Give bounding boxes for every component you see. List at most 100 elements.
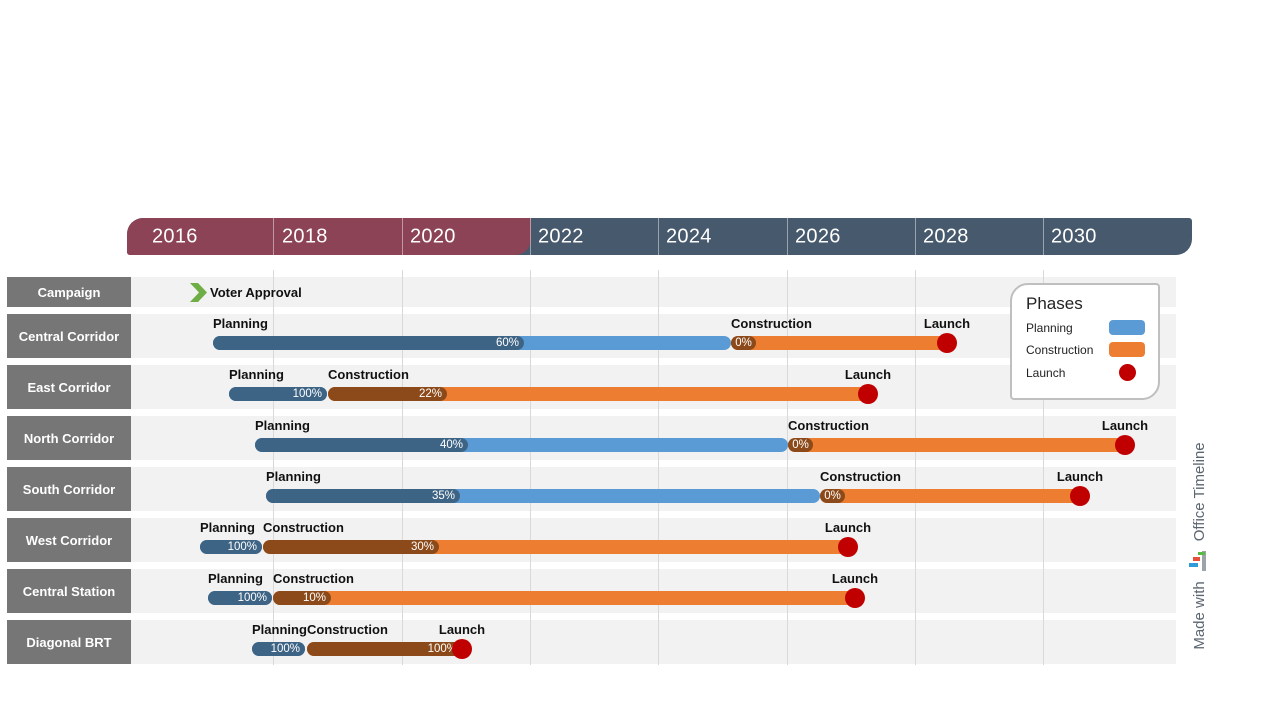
planning-label: Planning <box>208 571 263 586</box>
credit-brand: Office Timeline <box>1190 442 1208 542</box>
launch-label: Launch <box>844 367 892 382</box>
construction-label: Construction <box>820 469 901 484</box>
construction-label: Construction <box>273 571 354 586</box>
launch-marker <box>1070 486 1090 506</box>
construction-progress: 30% <box>263 540 439 554</box>
credit: Made with Office Timeline <box>1186 421 1212 671</box>
planning-percent: 100% <box>227 541 257 553</box>
year-label: 2030 <box>1051 225 1097 247</box>
construction-bar: 10% <box>273 591 855 605</box>
planning-percent: 100% <box>292 388 322 400</box>
planning-progress: 100% <box>252 642 305 656</box>
year-label: 2026 <box>795 225 841 247</box>
year-label: 2020 <box>410 225 456 247</box>
header-tick <box>1043 218 1044 255</box>
planning-bar: 100% <box>229 387 327 401</box>
construction-bar: 100% <box>307 642 462 656</box>
planning-progress: 100% <box>208 591 272 605</box>
planning-progress: 100% <box>200 540 262 554</box>
credit-made-with: Made with <box>1190 581 1208 650</box>
year-label: 2028 <box>923 225 969 247</box>
construction-percent: 0% <box>788 438 813 452</box>
launch-marker <box>838 537 858 557</box>
row-label: Diagonal BRT <box>7 620 131 664</box>
construction-progress: 100% <box>307 642 462 656</box>
construction-label: Construction <box>328 367 409 382</box>
launch-marker <box>452 639 472 659</box>
row-label: Central Station <box>7 569 131 613</box>
planning-bar: 100% <box>208 591 272 605</box>
planning-progress: 60% <box>213 336 524 350</box>
planning-percent: 60% <box>495 337 519 349</box>
legend-item: Construction <box>1012 342 1158 357</box>
construction-bar: 0% <box>731 336 947 350</box>
planning-label: Planning <box>255 418 310 433</box>
launch-label: Launch <box>824 520 872 535</box>
launch-label: Launch <box>1056 469 1104 484</box>
header-tick <box>530 218 531 255</box>
legend-item-label: Construction <box>1026 342 1094 357</box>
planning-percent: 100% <box>237 592 267 604</box>
legend-item: Planning <box>1012 320 1158 335</box>
legend-items: Planning Construction Launch <box>1012 320 1158 381</box>
planning-bar: 40% <box>255 438 788 452</box>
launch-marker <box>845 588 865 608</box>
header-tick <box>915 218 916 255</box>
construction-percent: 30% <box>410 541 434 553</box>
gridline <box>530 270 531 665</box>
gridline <box>915 270 916 665</box>
timeline-era-past <box>127 218 531 255</box>
legend: Phases Planning Construction Launch <box>1010 283 1160 400</box>
construction-label: Construction <box>788 418 869 433</box>
launch-marker <box>858 384 878 404</box>
gridline <box>1043 270 1044 665</box>
gridline <box>787 270 788 665</box>
launch-label: Launch <box>438 622 486 637</box>
row-label: Campaign <box>7 277 131 307</box>
milestone-chevron-icon <box>190 283 207 307</box>
row-label: East Corridor <box>7 365 131 409</box>
planning-label: Planning <box>252 622 307 637</box>
construction-progress: 22% <box>328 387 447 401</box>
row-label: North Corridor <box>7 416 131 460</box>
office-timeline-logo-icon <box>1189 551 1209 572</box>
planning-progress: 100% <box>229 387 327 401</box>
construction-percent: 100% <box>427 643 457 655</box>
legend-swatch-bar <box>1109 320 1145 335</box>
row-label: South Corridor <box>7 467 131 511</box>
legend-swatch-bar <box>1109 342 1145 357</box>
planning-label: Planning <box>229 367 284 382</box>
legend-item: Launch <box>1012 364 1158 381</box>
planning-label: Planning <box>266 469 321 484</box>
legend-swatch-circle <box>1119 364 1136 381</box>
year-label: 2016 <box>152 225 198 247</box>
year-label: 2024 <box>666 225 712 247</box>
construction-label: Construction <box>263 520 344 535</box>
gridline <box>402 270 403 665</box>
launch-label: Launch <box>831 571 879 586</box>
launch-label: Launch <box>1101 418 1149 433</box>
construction-progress: 10% <box>273 591 331 605</box>
milestone-label: Voter Approval <box>210 285 302 300</box>
header-tick <box>787 218 788 255</box>
legend-item-label: Planning <box>1026 320 1073 335</box>
planning-percent: 100% <box>270 643 300 655</box>
row-label: West Corridor <box>7 518 131 562</box>
construction-bar: 0% <box>820 489 1080 503</box>
launch-label: Launch <box>923 316 971 331</box>
row-band <box>131 277 1176 307</box>
construction-percent: 0% <box>731 336 756 350</box>
legend-item-label: Launch <box>1026 365 1066 380</box>
planning-percent: 35% <box>431 490 455 502</box>
timeline-header: 2016 2018 2020 2022 2024 2026 2028 2030 <box>127 218 1192 255</box>
construction-label: Construction <box>307 622 388 637</box>
launch-marker <box>937 333 957 353</box>
planning-progress: 40% <box>255 438 468 452</box>
planning-bar: 60% <box>213 336 731 350</box>
year-label: 2018 <box>282 225 328 247</box>
gridline <box>273 270 274 665</box>
planning-bar: 100% <box>252 642 305 656</box>
construction-bar: 30% <box>263 540 848 554</box>
construction-bar: 22% <box>328 387 868 401</box>
